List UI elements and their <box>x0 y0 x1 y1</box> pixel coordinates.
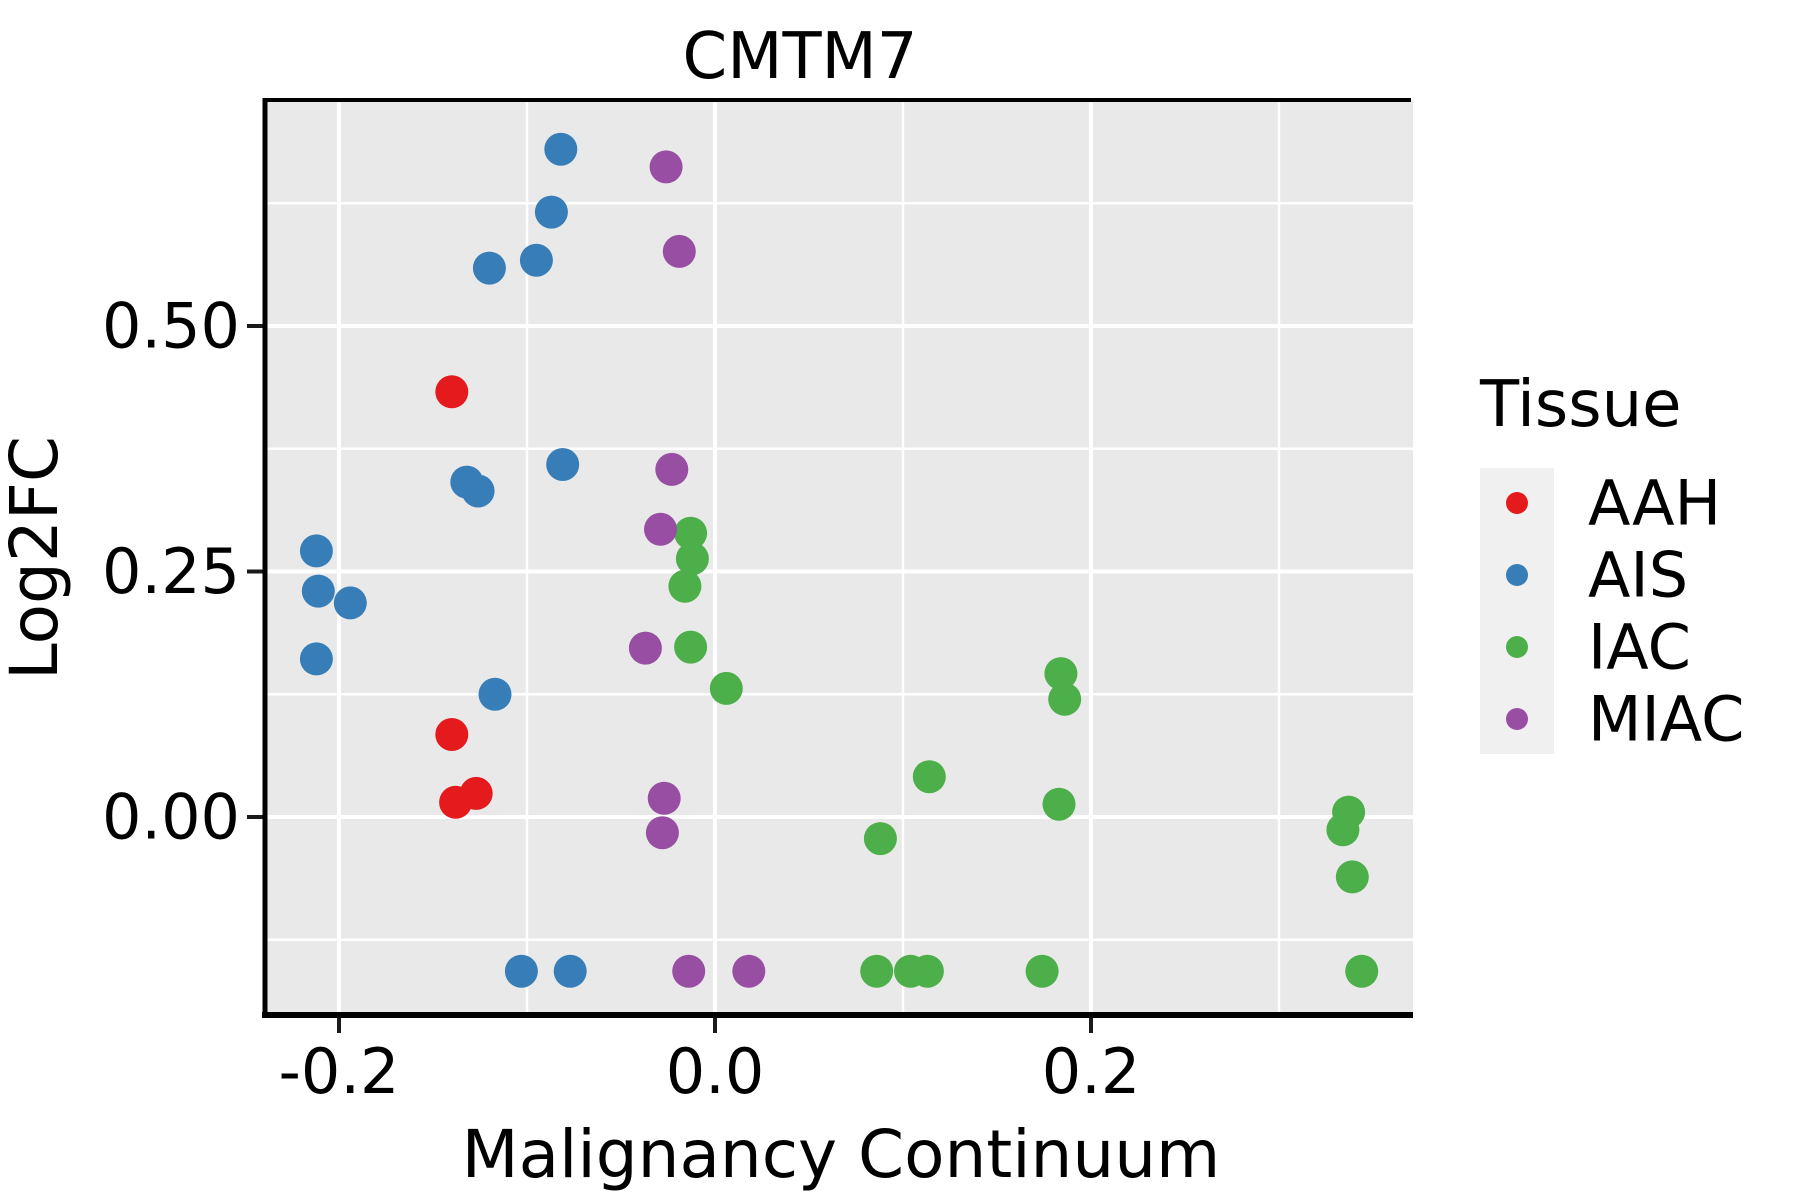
plot-panel <box>265 100 1413 1015</box>
plot-title: CMTM7 <box>683 20 918 94</box>
point-ais <box>478 677 512 711</box>
point-miac <box>644 512 677 546</box>
point-miac <box>732 954 766 988</box>
legend-label-aah: AAH <box>1588 467 1721 540</box>
point-iac <box>709 671 743 705</box>
legend: Tissue AAH AIS IAC MIAC <box>1479 368 1744 756</box>
point-iac <box>1335 860 1369 894</box>
legend-dot-miac <box>1506 708 1528 730</box>
point-iac <box>910 954 944 988</box>
point-ais <box>553 954 587 988</box>
point-ais <box>544 132 578 166</box>
point-ais <box>504 954 538 988</box>
point-iac <box>1326 813 1360 847</box>
legend-key-background <box>1480 468 1554 754</box>
legend-dot-ais <box>1506 564 1528 586</box>
legend-label-miac: MIAC <box>1588 683 1744 756</box>
point-ais <box>472 251 506 285</box>
tick-labels-layer: -0.2 0.0 0.2 0.00 0.25 0.50 <box>102 290 1140 1109</box>
point-miac <box>647 781 681 815</box>
x-tick-label: 0.0 <box>666 1035 765 1108</box>
point-miac <box>662 234 696 268</box>
legend-title: Tissue <box>1479 368 1682 442</box>
point-iac <box>1042 787 1076 821</box>
point-ais <box>461 474 495 508</box>
point-aah <box>439 785 473 819</box>
point-aah <box>435 718 469 751</box>
point-miac <box>672 954 706 988</box>
data-points-layer <box>299 132 1379 988</box>
point-iac <box>668 569 702 603</box>
point-aah <box>435 375 469 409</box>
x-tick-label: 0.2 <box>1042 1035 1141 1108</box>
legend-dot-iac <box>1506 636 1528 658</box>
point-miac <box>645 816 679 850</box>
x-tick-label: -0.2 <box>279 1035 400 1108</box>
point-ais <box>519 243 553 277</box>
point-miac <box>628 631 662 665</box>
point-miac <box>655 452 689 486</box>
point-ais <box>534 195 568 229</box>
point-iac <box>912 760 946 794</box>
point-ais <box>299 642 333 676</box>
point-iac <box>863 822 897 856</box>
legend-dot-aah <box>1506 492 1528 514</box>
point-iac <box>1025 954 1059 988</box>
legend-label-ais: AIS <box>1588 539 1688 612</box>
y-tick-label: 0.00 <box>102 781 240 854</box>
point-miac <box>649 150 683 184</box>
y-tick-label: 0.25 <box>102 535 240 608</box>
point-iac <box>1048 682 1082 716</box>
y-axis-label: Log2FC <box>0 436 73 680</box>
point-ais <box>333 586 367 620</box>
point-ais <box>299 534 333 568</box>
point-iac <box>860 954 894 988</box>
legend-label-iac: IAC <box>1588 611 1691 684</box>
x-axis-label: Malignancy Continuum <box>462 1116 1221 1193</box>
gridlines-minor <box>265 100 1413 1015</box>
point-ais <box>301 574 335 608</box>
point-iac <box>1044 657 1078 691</box>
point-ais <box>546 448 580 481</box>
point-iac <box>674 516 708 550</box>
point-iac <box>674 630 708 664</box>
point-iac <box>1345 954 1379 988</box>
y-tick-label: 0.50 <box>102 290 240 363</box>
point-iac <box>675 542 709 576</box>
